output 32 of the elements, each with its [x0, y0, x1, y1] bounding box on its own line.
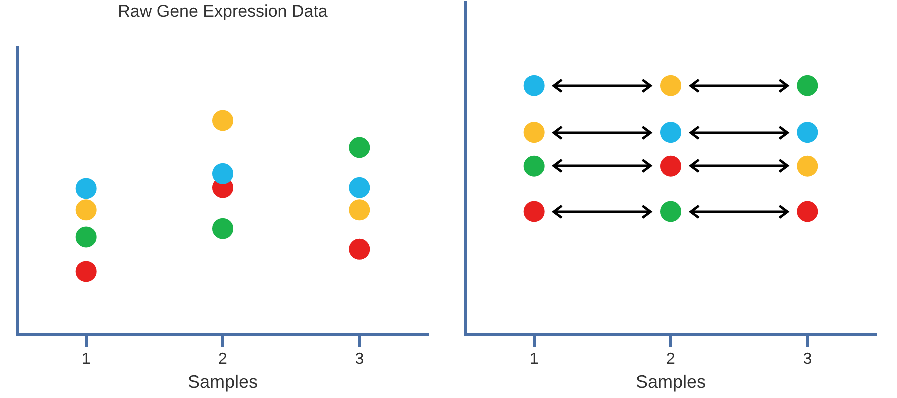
- point: [76, 178, 97, 200]
- point: [212, 218, 234, 240]
- point: [349, 137, 370, 158]
- point: [660, 201, 682, 222]
- x-tick-label: 1: [530, 351, 539, 368]
- x-tick-label: 2: [218, 351, 228, 368]
- x-axis-title: Samples: [636, 372, 706, 392]
- chart-title: Raw Gene Expression Data: [118, 2, 328, 21]
- point: [76, 261, 97, 282]
- point: [524, 75, 545, 96]
- point: [76, 226, 97, 248]
- x-tick-label: 1: [82, 351, 91, 368]
- point: [797, 156, 818, 177]
- point: [524, 201, 545, 222]
- point: [797, 122, 818, 144]
- x-tick-label: 3: [355, 351, 364, 368]
- point: [524, 122, 545, 144]
- point: [76, 200, 97, 221]
- point: [212, 163, 234, 184]
- x-tick-label: 2: [666, 351, 676, 368]
- x-axis-title: Samples: [188, 372, 258, 392]
- point: [524, 156, 545, 177]
- point: [797, 75, 818, 96]
- point: [660, 122, 682, 144]
- x-tick-label: 3: [803, 351, 812, 368]
- point: [349, 238, 370, 260]
- point: [349, 177, 370, 198]
- point: [349, 200, 370, 221]
- point: [212, 110, 234, 132]
- point: [660, 75, 682, 96]
- point: [797, 201, 818, 222]
- point: [660, 156, 682, 177]
